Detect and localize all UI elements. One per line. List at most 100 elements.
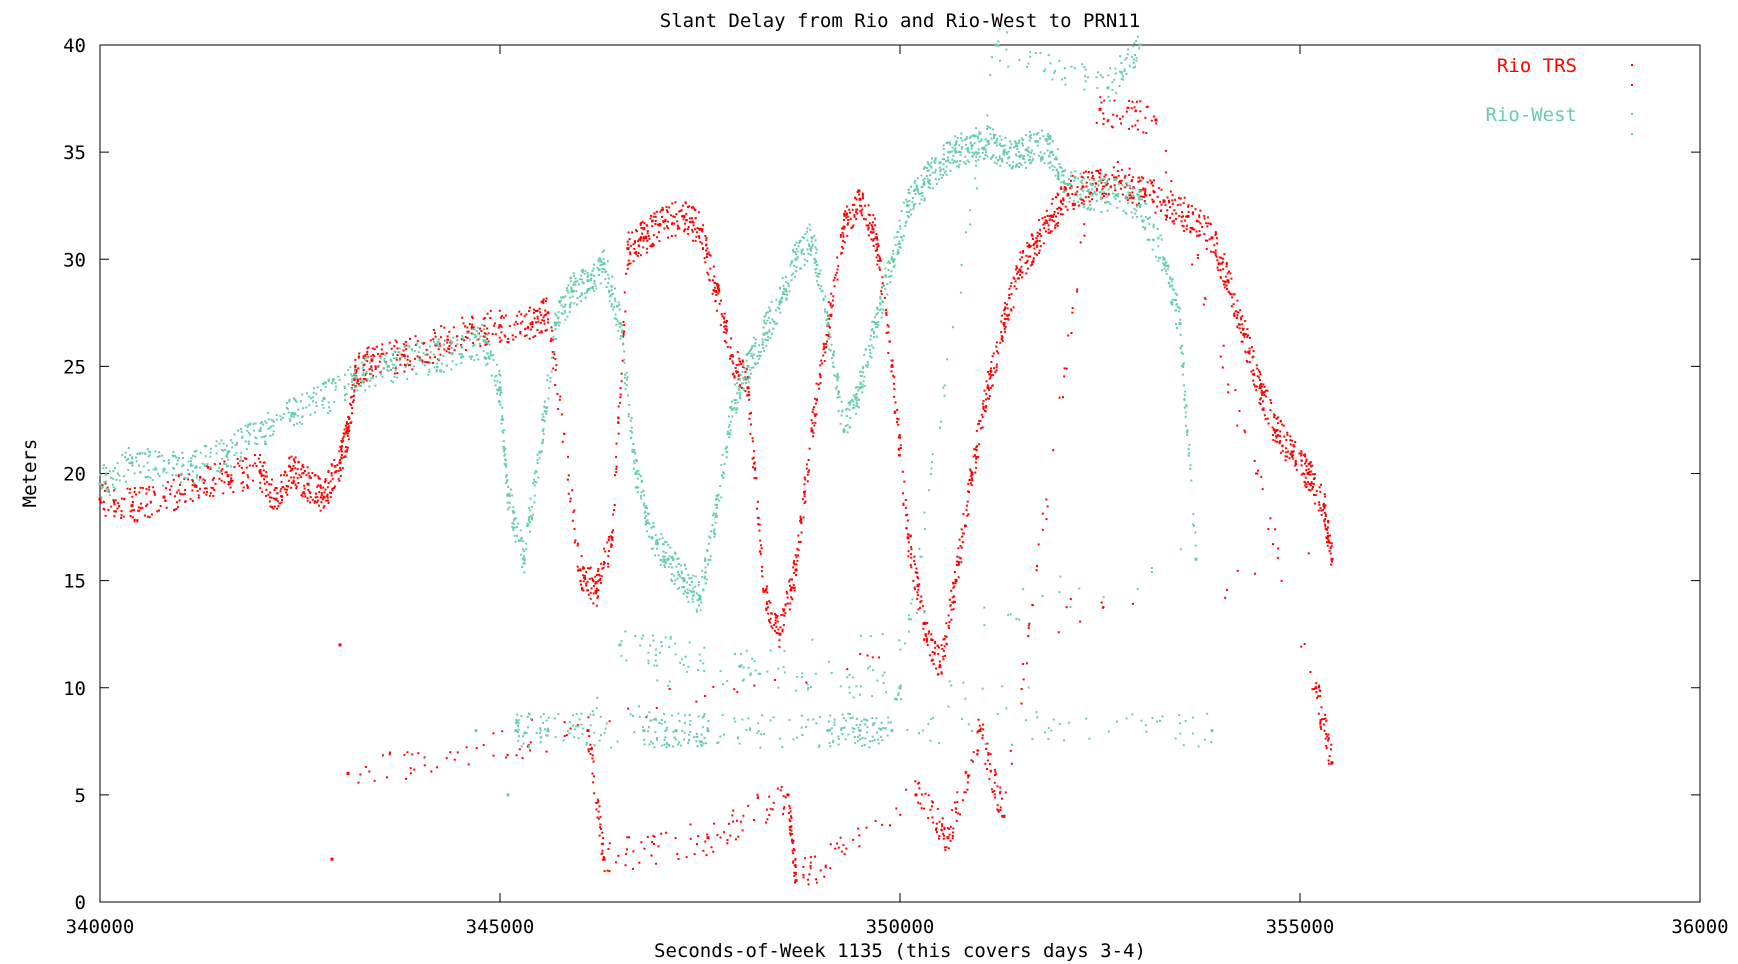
data-point (521, 565, 524, 568)
data-point (500, 331, 503, 334)
data-point (885, 313, 888, 316)
data-point (340, 456, 343, 459)
data-point (681, 215, 684, 218)
data-point (191, 464, 194, 467)
data-point (626, 264, 629, 267)
data-point (756, 500, 759, 503)
data-point (629, 430, 632, 433)
data-point (483, 357, 486, 360)
data-point (763, 321, 766, 324)
data-point (888, 261, 891, 264)
data-point (660, 533, 663, 536)
data-point (1258, 378, 1261, 381)
data-point (329, 496, 332, 499)
data-point (789, 820, 792, 823)
data-point (112, 486, 115, 489)
data-point (405, 348, 408, 351)
data-point (226, 464, 229, 467)
data-point (748, 412, 751, 415)
data-point (1186, 205, 1189, 208)
data-point (209, 447, 212, 450)
data-point (694, 239, 697, 242)
data-point (950, 589, 953, 592)
data-point (834, 387, 837, 390)
data-point (1150, 182, 1153, 185)
data-point (320, 494, 323, 497)
data-point (289, 419, 292, 422)
data-point (680, 570, 683, 573)
data-point (440, 362, 443, 365)
data-point (362, 355, 365, 358)
data-point (791, 260, 794, 263)
data-point (236, 462, 239, 465)
data-point (878, 257, 881, 260)
data-point (802, 865, 805, 868)
data-point (677, 557, 680, 560)
data-point (1131, 602, 1134, 605)
data-point (507, 485, 510, 488)
data-point (685, 581, 688, 584)
data-point (1328, 755, 1331, 758)
data-point (1324, 525, 1327, 528)
data-point (138, 509, 141, 512)
data-point (423, 756, 426, 759)
data-point (656, 538, 659, 541)
data-point (560, 413, 563, 416)
data-point (1259, 402, 1262, 405)
data-point (1179, 203, 1182, 206)
data-point (922, 179, 925, 182)
data-point (423, 364, 426, 367)
data-point (645, 522, 648, 525)
data-point (501, 415, 504, 418)
data-point (463, 339, 466, 342)
data-point (881, 823, 884, 826)
data-point (914, 793, 918, 797)
data-point (128, 461, 131, 464)
data-point (750, 411, 753, 414)
data-point (204, 455, 207, 458)
data-point (995, 366, 998, 369)
data-point (935, 667, 938, 670)
data-point (218, 466, 221, 469)
data-point (624, 376, 627, 379)
data-point (807, 243, 810, 246)
data-point (521, 557, 524, 560)
data-point (1185, 228, 1188, 231)
data-point (1238, 327, 1241, 330)
data-point (676, 577, 679, 580)
data-point (857, 389, 860, 392)
data-point (366, 356, 369, 359)
data-point (764, 589, 767, 592)
data-point (802, 253, 805, 256)
data-point (125, 459, 128, 462)
data-point (869, 348, 872, 351)
data-point (270, 483, 273, 486)
data-point (145, 487, 148, 490)
data-point (1026, 267, 1029, 270)
data-point (856, 399, 859, 402)
data-point (566, 287, 569, 290)
data-point (403, 753, 406, 756)
data-point (285, 491, 288, 494)
data-point (246, 474, 249, 477)
data-point (347, 423, 350, 426)
data-point (1307, 488, 1310, 491)
data-point (680, 209, 683, 212)
data-point (1004, 330, 1007, 333)
data-point (182, 457, 185, 460)
data-point (239, 458, 242, 461)
data-point (482, 744, 485, 747)
data-point (219, 471, 222, 474)
data-point (242, 471, 245, 474)
data-point (830, 357, 833, 360)
data-point (542, 415, 545, 418)
data-point (197, 494, 200, 497)
data-point (1120, 122, 1123, 125)
data-point (918, 787, 921, 790)
data-point (917, 801, 920, 804)
data-point (888, 275, 891, 278)
data-point (545, 410, 548, 413)
data-point (512, 529, 515, 532)
data-point (503, 462, 506, 465)
